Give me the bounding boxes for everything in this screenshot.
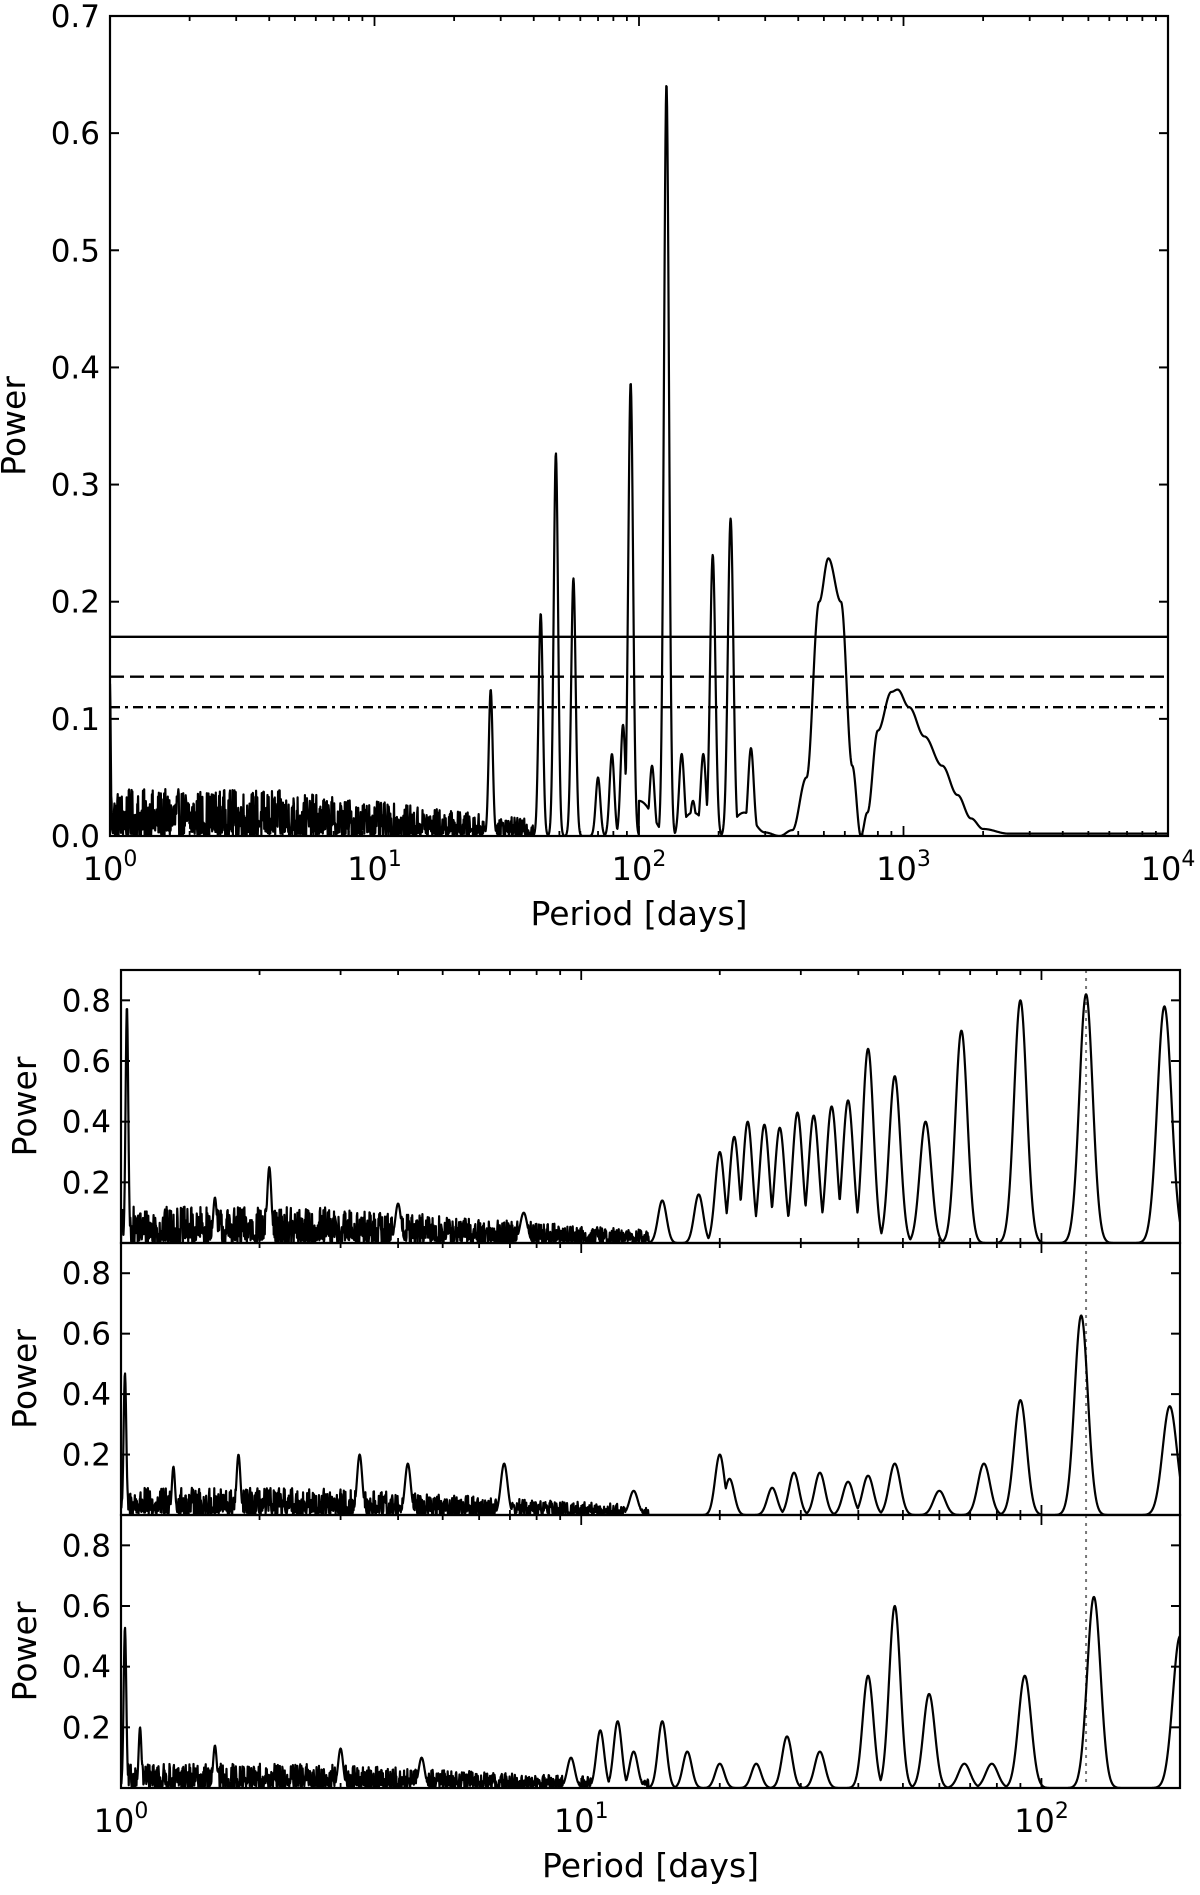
- y-tick-label: 0.6: [62, 1589, 111, 1625]
- y-tick-label: 0.8: [62, 1528, 111, 1564]
- y-tick-label: 0.0: [51, 819, 100, 855]
- y-tick-label: 0.6: [51, 116, 100, 152]
- y-tick-label: 0.4: [62, 1105, 111, 1141]
- y-axis-label: Power: [0, 376, 33, 476]
- x-tick-label: 100: [94, 1799, 149, 1840]
- panel-2: 0.2 0.4 0.6 0.8 Power: [5, 968, 1182, 1245]
- plot-frame: [119, 1513, 1182, 1790]
- y-tick-label: 0.4: [62, 1377, 111, 1413]
- y-tick-label: 0.2: [62, 1438, 111, 1474]
- y-tick-label: 0.4: [62, 1650, 111, 1686]
- x-axis-label: Period [days]: [542, 1846, 759, 1885]
- y-tick-label: 0.6: [62, 1044, 111, 1080]
- x-tick-label: 104: [1141, 847, 1196, 888]
- y-tick-label: 0.2: [62, 1165, 111, 1201]
- y-tick-label: 0.3: [51, 468, 100, 504]
- y-tick-label: 0.5: [51, 233, 100, 269]
- y-axis-label: Power: [5, 1056, 44, 1156]
- periodogram-line: [110, 85, 1168, 836]
- x-tick-label: 100: [83, 847, 138, 888]
- x-tick-label: 103: [876, 847, 931, 888]
- panel-4: 0.2 0.4 0.6 0.8 100 101 102 Period [days] Power: [5, 1513, 1182, 1885]
- periodogram-line: [121, 1595, 1180, 1788]
- y-tick-label: 0.2: [51, 585, 100, 621]
- x-tick-label: 101: [347, 847, 402, 888]
- y-tick-label: 0.2: [62, 1710, 111, 1746]
- y-tick-label: 0.8: [62, 1256, 111, 1292]
- y-tick-label: 0.7: [51, 0, 100, 35]
- y-tick-label: 0.8: [62, 983, 111, 1019]
- x-axis-label: Period [days]: [530, 894, 747, 933]
- y-tick-label: 0.6: [62, 1317, 111, 1353]
- x-tick-label: 101: [554, 1799, 609, 1840]
- panel-1: 0.0 0.1 0.2 0.3 0.4 0.5 0.6 0.7 100 101 102 103 104 P…: [0, 0, 1195, 933]
- y-tick-label: 0.4: [51, 350, 100, 386]
- x-tick-label: 102: [1014, 1799, 1069, 1840]
- x-tick-label: 102: [612, 847, 667, 888]
- y-axis-label: Power: [5, 1601, 44, 1701]
- y-axis-label: Power: [5, 1329, 44, 1429]
- y-tick-label: 0.1: [51, 702, 100, 738]
